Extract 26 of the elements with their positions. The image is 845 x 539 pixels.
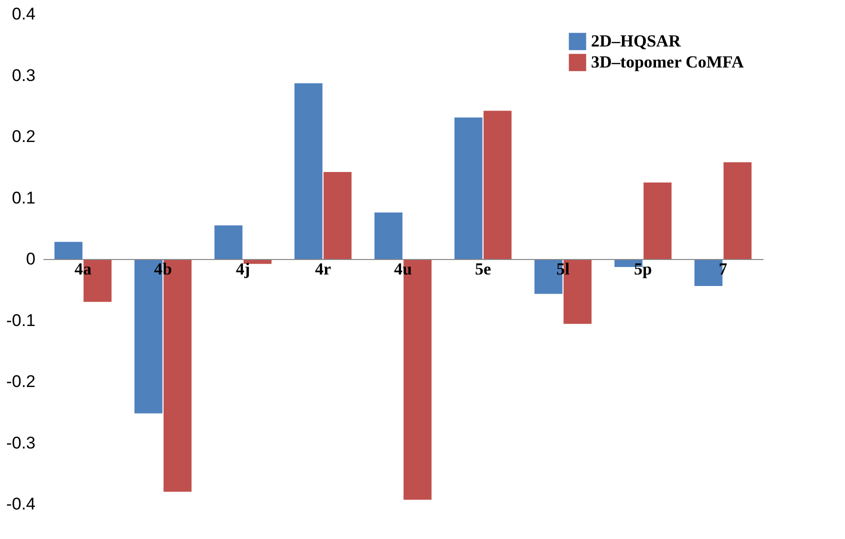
y-tick-label: -0.2 [6,372,36,391]
bar [54,242,82,259]
y-tick-label: 0 [26,250,36,268]
bar [454,118,482,259]
bar [294,83,322,259]
y-tick-label: 0.2 [12,127,36,146]
bar [214,225,242,259]
x-tick-label: 5p [634,260,652,278]
x-tick-label: 5l [556,260,570,278]
y-tick-label: -0.4 [6,494,36,514]
bar [644,182,672,259]
y-tick-label: 0.3 [12,66,36,85]
bar [374,212,402,259]
legend-label: 2D–HQSAR [591,32,682,50]
y-tick-label: 0.1 [12,188,36,208]
y-tick-label: -0.1 [6,310,36,330]
bar [484,110,512,259]
y-tick-label: -0.3 [6,433,36,452]
bar [724,162,752,259]
x-tick-label: 4r [314,260,332,278]
x-tick-label: 5e [474,260,492,278]
x-tick-label: 4b [154,260,172,278]
legend-label: 3D–topomer CoMFA [591,52,745,72]
bar [324,172,352,259]
x-tick-label: 4j [236,260,250,278]
y-tick-label: 0.4 [12,4,36,24]
